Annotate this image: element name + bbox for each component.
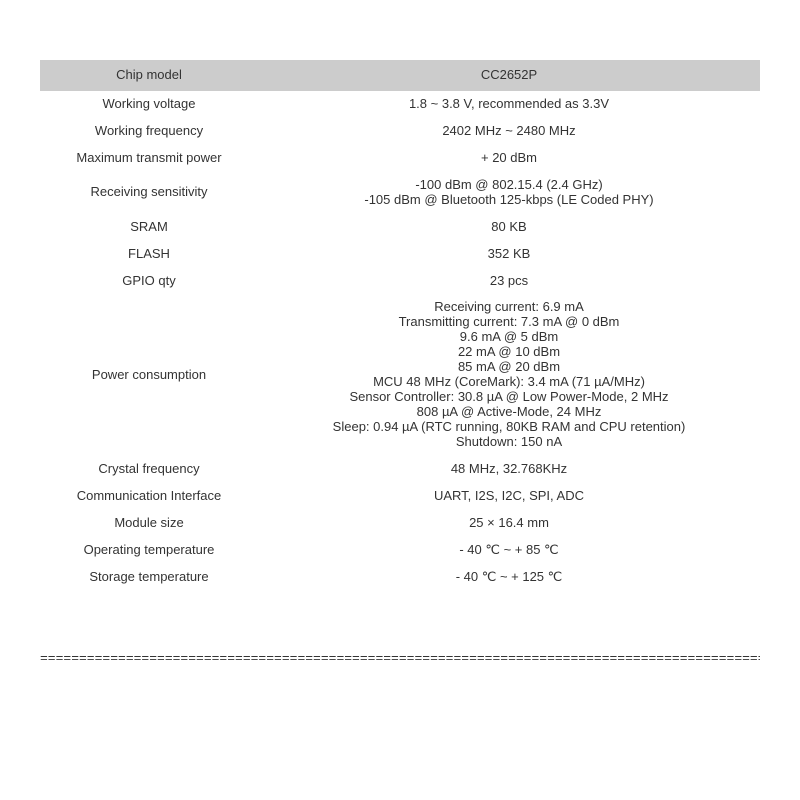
spec-table-body: Chip model CC2652P Working voltage 1.8 ~ 3.…	[40, 60, 760, 591]
table-row: Receiving sensitivity-100 dBm @ 802.15.4…	[40, 172, 760, 214]
spec-label: SRAM	[40, 214, 258, 241]
spec-label: Chip model	[40, 60, 258, 91]
spec-label: Maximum transmit power	[40, 145, 258, 172]
spec-value-text: -100 dBm @ 802.15.4 (2.4 GHz) -105 dBm @…	[262, 178, 756, 208]
spec-value-text: CC2652P	[262, 68, 756, 83]
spec-value-text: UART, I2S, I2C, SPI, ADC	[262, 489, 756, 504]
spec-value-text: 352 KB	[262, 247, 756, 262]
spec-value: -100 dBm @ 802.15.4 (2.4 GHz) -105 dBm @…	[258, 172, 760, 214]
spec-value-text: 23 pcs	[262, 274, 756, 289]
table-row: Working voltage 1.8 ~ 3.8 V, recommended …	[40, 91, 760, 118]
spec-value: 80 KB	[258, 214, 760, 241]
table-row: GPIO qty 23 pcs	[40, 268, 760, 295]
spec-value: CC2652P	[258, 60, 760, 91]
spec-label: Operating temperature	[40, 537, 258, 564]
spec-value-text: 25 × 16.4 mm	[262, 516, 756, 531]
spec-value: 352 KB	[258, 241, 760, 268]
spec-value: Receiving current: 6.9 mA Transmitting c…	[258, 294, 760, 455]
spec-value-text: - 40 ℃ ~ + 85 ℃	[262, 543, 756, 558]
table-row: Operating temperature - 40 ℃ ~ + 85 ℃	[40, 537, 760, 564]
table-row: Module size 25 × 16.4 mm	[40, 510, 760, 537]
spec-value: 2402 MHz ~ 2480 MHz	[258, 118, 760, 145]
spec-label: Working frequency	[40, 118, 258, 145]
table-row: Maximum transmit power + 20 dBm	[40, 145, 760, 172]
spec-label: FLASH	[40, 241, 258, 268]
spec-label: Module size	[40, 510, 258, 537]
spec-sheet: Chip model CC2652P Working voltage 1.8 ~ 3.…	[0, 0, 800, 666]
spec-table: Chip model CC2652P Working voltage 1.8 ~ 3.…	[40, 60, 760, 591]
spec-value: 23 pcs	[258, 268, 760, 295]
table-row: Working frequency 2402 MHz ~ 2480 MHz	[40, 118, 760, 145]
spec-value: 25 × 16.4 mm	[258, 510, 760, 537]
spec-label: Storage temperature	[40, 564, 258, 591]
spec-label: Power consumption	[40, 294, 258, 455]
spec-value: UART, I2S, I2C, SPI, ADC	[258, 483, 760, 510]
spec-value-text: 48 MHz, 32.768KHz	[262, 462, 756, 477]
table-row: Power consumptionReceiving current: 6.9 …	[40, 294, 760, 455]
spec-value-text: 1.8 ~ 3.8 V, recommended as 3.3V	[262, 97, 756, 112]
spec-value-text: + 20 dBm	[262, 151, 756, 166]
table-row: Storage temperature - 40 ℃ ~ + 125 ℃	[40, 564, 760, 591]
table-row: Chip model CC2652P	[40, 60, 760, 91]
spec-value: 48 MHz, 32.768KHz	[258, 456, 760, 483]
section-divider: ========================================…	[40, 651, 760, 666]
table-row: Communication Interface UART, I2S, I2C, S…	[40, 483, 760, 510]
spec-value-text: - 40 ℃ ~ + 125 ℃	[262, 570, 756, 585]
table-row: FLASH 352 KB	[40, 241, 760, 268]
spec-value: 1.8 ~ 3.8 V, recommended as 3.3V	[258, 91, 760, 118]
spec-value-text: 80 KB	[262, 220, 756, 235]
spec-label: Communication Interface	[40, 483, 258, 510]
spec-value: - 40 ℃ ~ + 125 ℃	[258, 564, 760, 591]
table-row: Crystal frequency 48 MHz, 32.768KHz	[40, 456, 760, 483]
spec-label: Receiving sensitivity	[40, 172, 258, 214]
spec-label: Crystal frequency	[40, 456, 258, 483]
table-row: SRAM 80 KB	[40, 214, 760, 241]
spec-value: - 40 ℃ ~ + 85 ℃	[258, 537, 760, 564]
spec-value-text: Receiving current: 6.9 mA Transmitting c…	[262, 300, 756, 449]
spec-label: Working voltage	[40, 91, 258, 118]
spec-label: GPIO qty	[40, 268, 258, 295]
spec-value: + 20 dBm	[258, 145, 760, 172]
spec-value-text: 2402 MHz ~ 2480 MHz	[262, 124, 756, 139]
